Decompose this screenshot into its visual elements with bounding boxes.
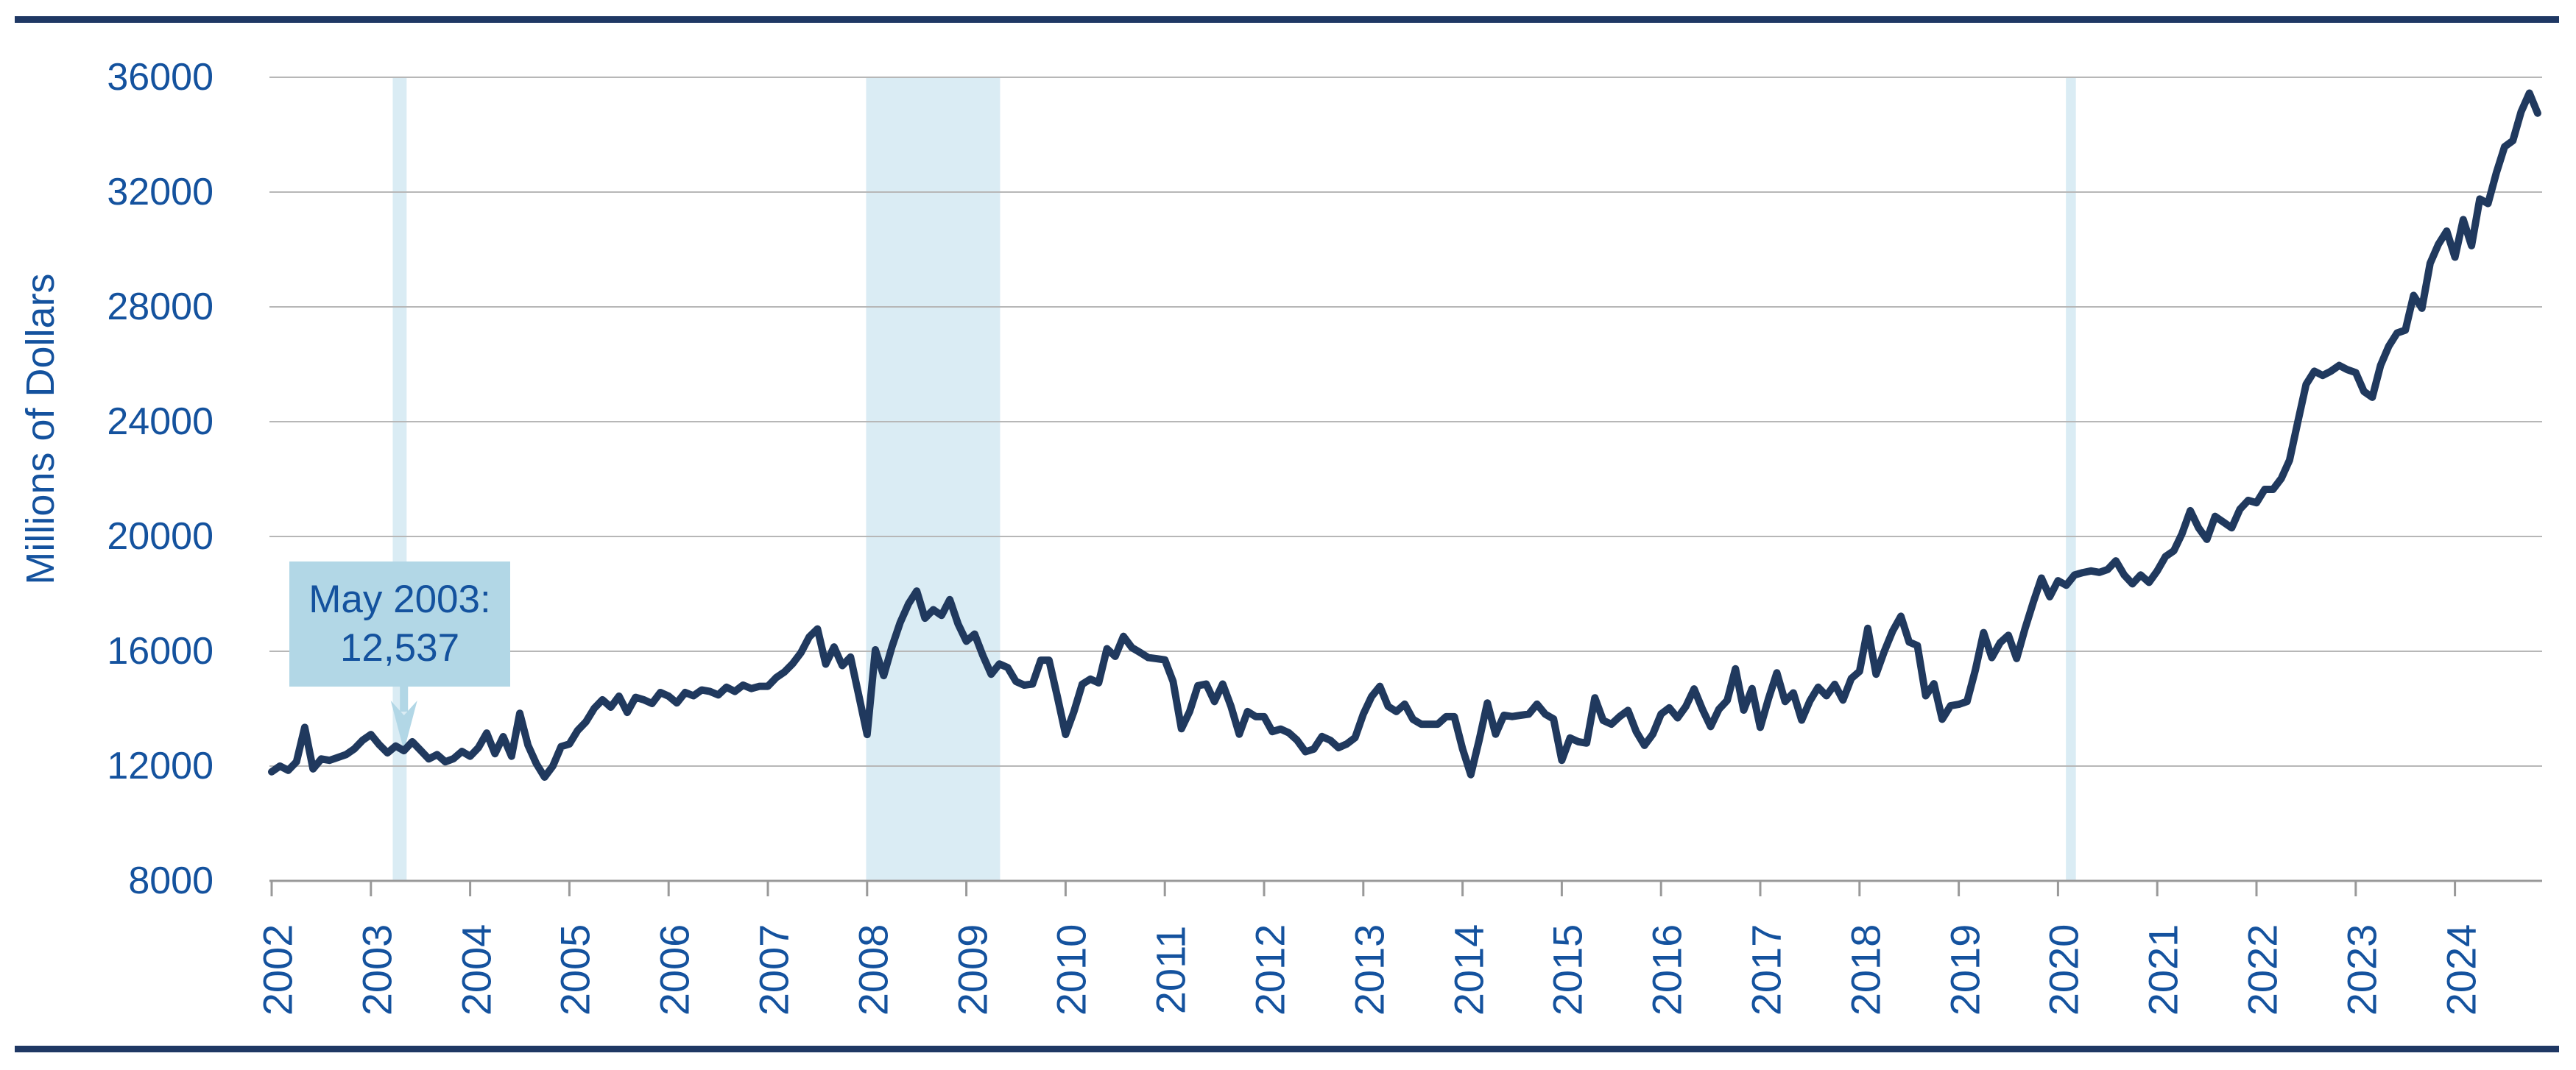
annotation-line1: May 2003: xyxy=(308,578,491,621)
recession-band xyxy=(866,77,1001,881)
recession-band xyxy=(392,77,407,881)
y-tick-label: 16000 xyxy=(107,630,214,673)
annotation-arrow-icon xyxy=(390,701,417,751)
y-tick-label: 36000 xyxy=(107,56,214,99)
annotation-arrow-shaft xyxy=(400,687,409,712)
y-tick-label: 32000 xyxy=(107,171,214,213)
y-tick-label: 20000 xyxy=(107,515,214,558)
y-tick-label: 8000 xyxy=(128,860,214,902)
annotation-line2: 12,537 xyxy=(339,626,460,670)
recession-band xyxy=(2066,77,2076,881)
y-tick-label: 28000 xyxy=(107,286,214,328)
top-border-rule xyxy=(15,16,2559,23)
y-tick-label: 24000 xyxy=(107,400,214,443)
bottom-border-rule xyxy=(15,1046,2559,1052)
annotation-callout: May 2003: 12,537 xyxy=(289,561,510,687)
y-tick-label: 12000 xyxy=(107,745,214,787)
data-line xyxy=(268,89,2541,781)
